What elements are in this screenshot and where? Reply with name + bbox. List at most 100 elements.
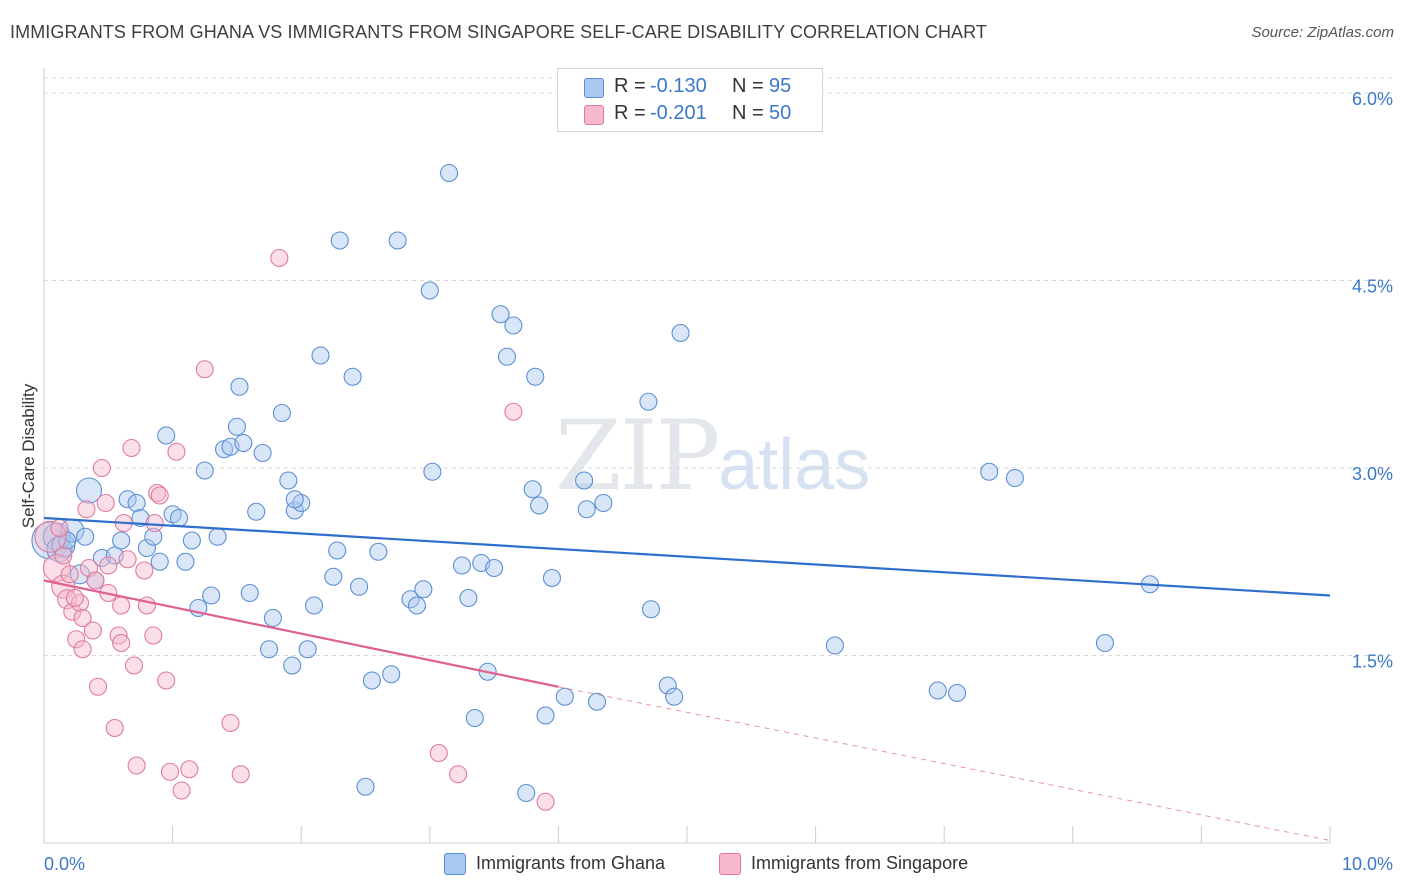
data-point xyxy=(182,531,201,550)
data-point xyxy=(526,367,545,386)
trend-lines xyxy=(43,516,1331,841)
data-point xyxy=(356,777,375,796)
watermark: ZIPatlas xyxy=(555,400,870,512)
legend-swatch-singapore xyxy=(584,105,604,125)
data-point xyxy=(227,417,246,436)
data-point xyxy=(144,626,163,645)
data-point xyxy=(34,520,67,553)
legend-r-label: R = xyxy=(614,102,646,124)
data-point xyxy=(54,546,73,565)
legend-n-label: N = xyxy=(732,102,764,124)
ghana-points xyxy=(31,163,1160,803)
data-point xyxy=(118,550,137,569)
data-point xyxy=(75,477,103,504)
data-point xyxy=(587,692,607,711)
data-point xyxy=(298,640,317,659)
data-point xyxy=(157,426,176,445)
legend-label-ghana: Immigrants from Ghana xyxy=(476,853,666,873)
data-point xyxy=(362,671,381,690)
legend-n-value-ghana: 95 xyxy=(769,75,792,97)
singapore-trend-extension xyxy=(558,686,1331,841)
data-point xyxy=(350,577,369,596)
data-point xyxy=(423,462,442,481)
data-point xyxy=(112,596,131,615)
data-point xyxy=(127,493,146,513)
data-point xyxy=(388,231,407,250)
data-point xyxy=(172,781,191,800)
data-point xyxy=(491,305,510,324)
data-point xyxy=(169,508,189,528)
data-point xyxy=(73,608,92,628)
data-point xyxy=(542,568,562,588)
watermark-zip: ZIP xyxy=(555,400,720,512)
data-point xyxy=(253,443,272,463)
data-point xyxy=(195,360,214,379)
data-point xyxy=(127,756,146,775)
data-point xyxy=(202,586,221,605)
data-point xyxy=(407,596,426,615)
data-point xyxy=(485,558,504,578)
data-point xyxy=(1005,468,1024,488)
data-point xyxy=(65,588,84,608)
data-point xyxy=(330,231,349,250)
data-point xyxy=(449,765,468,784)
x-tick-label: 0.0% xyxy=(44,854,85,874)
data-point xyxy=(497,347,517,366)
y-tick-label: 6.0% xyxy=(1352,89,1393,109)
source-label: Source: ZipAtlas.com xyxy=(1251,24,1394,41)
y-tick-label: 1.5% xyxy=(1352,652,1393,672)
data-point xyxy=(67,630,86,649)
legend-r-value-singapore: -0.201 xyxy=(650,102,707,124)
data-point xyxy=(504,402,523,421)
data-point xyxy=(145,513,164,533)
data-point xyxy=(124,656,144,675)
data-point xyxy=(311,346,330,365)
legend-swatch-ghana xyxy=(444,853,466,875)
legend-swatch-singapore xyxy=(719,853,741,875)
legend-label-singapore: Immigrants from Singapore xyxy=(751,853,969,873)
legend-n-value-singapore: 50 xyxy=(769,102,792,124)
data-point xyxy=(641,600,661,619)
x-tick-label: 10.0% xyxy=(1342,854,1393,874)
data-point xyxy=(504,316,523,335)
data-point xyxy=(137,538,156,558)
tick-labels: 1.5% 3.0% 4.5% 6.0% 0.0% 10.0% xyxy=(44,89,1393,874)
data-point xyxy=(50,518,69,538)
data-point xyxy=(530,496,549,515)
data-point xyxy=(88,677,108,696)
data-point xyxy=(536,706,555,725)
data-point xyxy=(240,583,259,603)
data-point xyxy=(195,461,214,480)
data-point xyxy=(247,502,266,521)
data-point xyxy=(60,565,79,584)
data-point xyxy=(144,527,163,546)
data-point xyxy=(148,483,167,503)
data-point xyxy=(86,571,105,590)
legend-row-singapore: R = -0.201 N = 50 xyxy=(558,100,822,128)
data-point xyxy=(157,671,176,690)
data-point xyxy=(112,633,131,653)
data-point xyxy=(263,608,282,628)
data-point xyxy=(671,323,690,343)
data-point xyxy=(96,493,115,513)
data-point xyxy=(577,500,596,519)
data-point xyxy=(459,588,478,608)
data-point xyxy=(452,556,472,575)
data-point xyxy=(122,438,141,458)
data-point xyxy=(167,442,186,461)
data-point xyxy=(536,792,555,811)
data-point xyxy=(150,486,169,505)
data-point xyxy=(150,552,169,571)
data-point xyxy=(305,596,324,615)
data-point xyxy=(234,433,253,453)
y-tick-label: 4.5% xyxy=(1352,277,1393,297)
y-tick-label: 3.0% xyxy=(1352,464,1393,484)
data-point xyxy=(221,713,240,733)
data-point xyxy=(825,636,844,655)
data-point xyxy=(928,681,947,700)
data-point xyxy=(105,718,124,738)
axes xyxy=(43,68,1331,844)
ghana-trend-line xyxy=(43,516,1331,597)
data-point xyxy=(118,490,137,509)
data-point xyxy=(176,552,195,571)
